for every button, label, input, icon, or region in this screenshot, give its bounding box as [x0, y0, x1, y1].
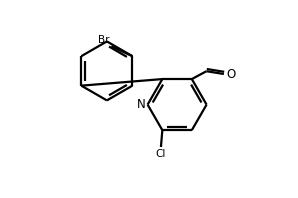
Text: Br: Br: [98, 35, 110, 45]
Text: O: O: [227, 68, 236, 81]
Text: N: N: [137, 98, 146, 111]
Text: Cl: Cl: [156, 149, 166, 159]
